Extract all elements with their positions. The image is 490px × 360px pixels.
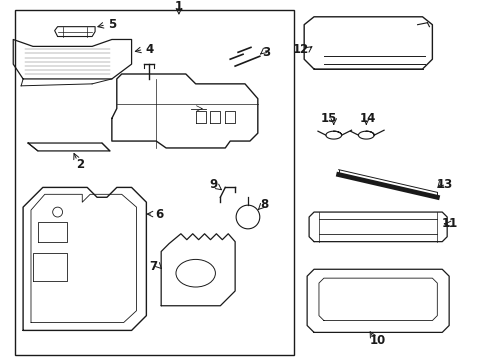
Text: 10: 10 xyxy=(370,334,386,347)
Text: 1: 1 xyxy=(175,0,183,13)
Text: 5: 5 xyxy=(108,18,116,31)
Text: 3: 3 xyxy=(263,46,271,59)
Text: 8: 8 xyxy=(261,198,269,211)
Text: 13: 13 xyxy=(437,178,453,191)
Text: 11: 11 xyxy=(442,217,458,230)
Text: 14: 14 xyxy=(360,112,376,125)
Text: 12: 12 xyxy=(293,43,309,56)
Text: 2: 2 xyxy=(76,158,84,171)
Text: 7: 7 xyxy=(149,260,157,273)
Bar xyxy=(15,10,294,355)
Text: 9: 9 xyxy=(209,178,218,191)
Text: 6: 6 xyxy=(155,207,163,221)
Text: 15: 15 xyxy=(320,112,337,125)
Text: 4: 4 xyxy=(145,43,153,56)
